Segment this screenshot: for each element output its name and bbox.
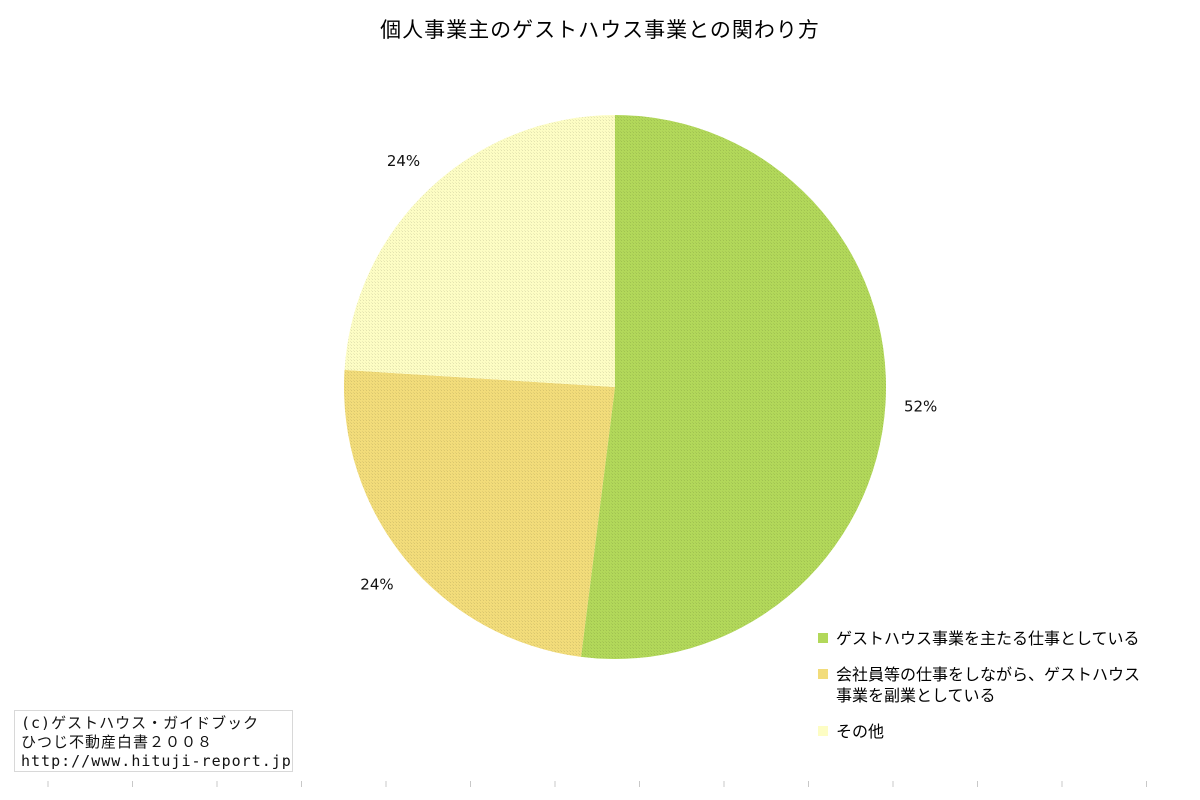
legend-label: その他: [836, 722, 885, 741]
axis-ticks: [47, 781, 1147, 787]
legend-item: その他: [818, 721, 1198, 742]
credit-line: ひつじ不動産白書２００８: [21, 733, 214, 751]
slice-texture: [581, 115, 886, 659]
legend-label: ゲストハウス事業を主たる仕事としている: [836, 629, 1140, 648]
credit-line: (c)ゲストハウス・ガイドブック: [21, 714, 260, 732]
credit-line: http://www.hituji-report.jp/: [21, 752, 292, 770]
chart-title: 個人事業主のゲストハウス事業との関わり方: [380, 18, 820, 42]
slice-percent-label: 24%: [387, 152, 420, 170]
legend: ゲストハウス事業を主たる仕事としている 会社員等の仕事をしながら、ゲストハウス …: [818, 628, 1198, 757]
slice-percent-label: 52%: [904, 397, 937, 415]
copyright-box: (c)ゲストハウス・ガイドブック ひつじ不動産白書２００８ http://www…: [14, 710, 293, 772]
legend-item: 会社員等の仕事をしながら、ゲストハウス 事業を副業としている: [818, 664, 1198, 706]
slice-percent-label: 24%: [360, 576, 393, 594]
legend-swatch: [818, 633, 828, 643]
legend-swatch: [818, 726, 828, 736]
legend-swatch: [818, 669, 828, 679]
legend-label: 会社員等の仕事をしながら、ゲストハウス 事業を副業としている: [836, 665, 1141, 705]
legend-item: ゲストハウス事業を主たる仕事としている: [818, 628, 1198, 649]
slice-texture: [344, 369, 615, 657]
slice-texture: [344, 115, 615, 387]
